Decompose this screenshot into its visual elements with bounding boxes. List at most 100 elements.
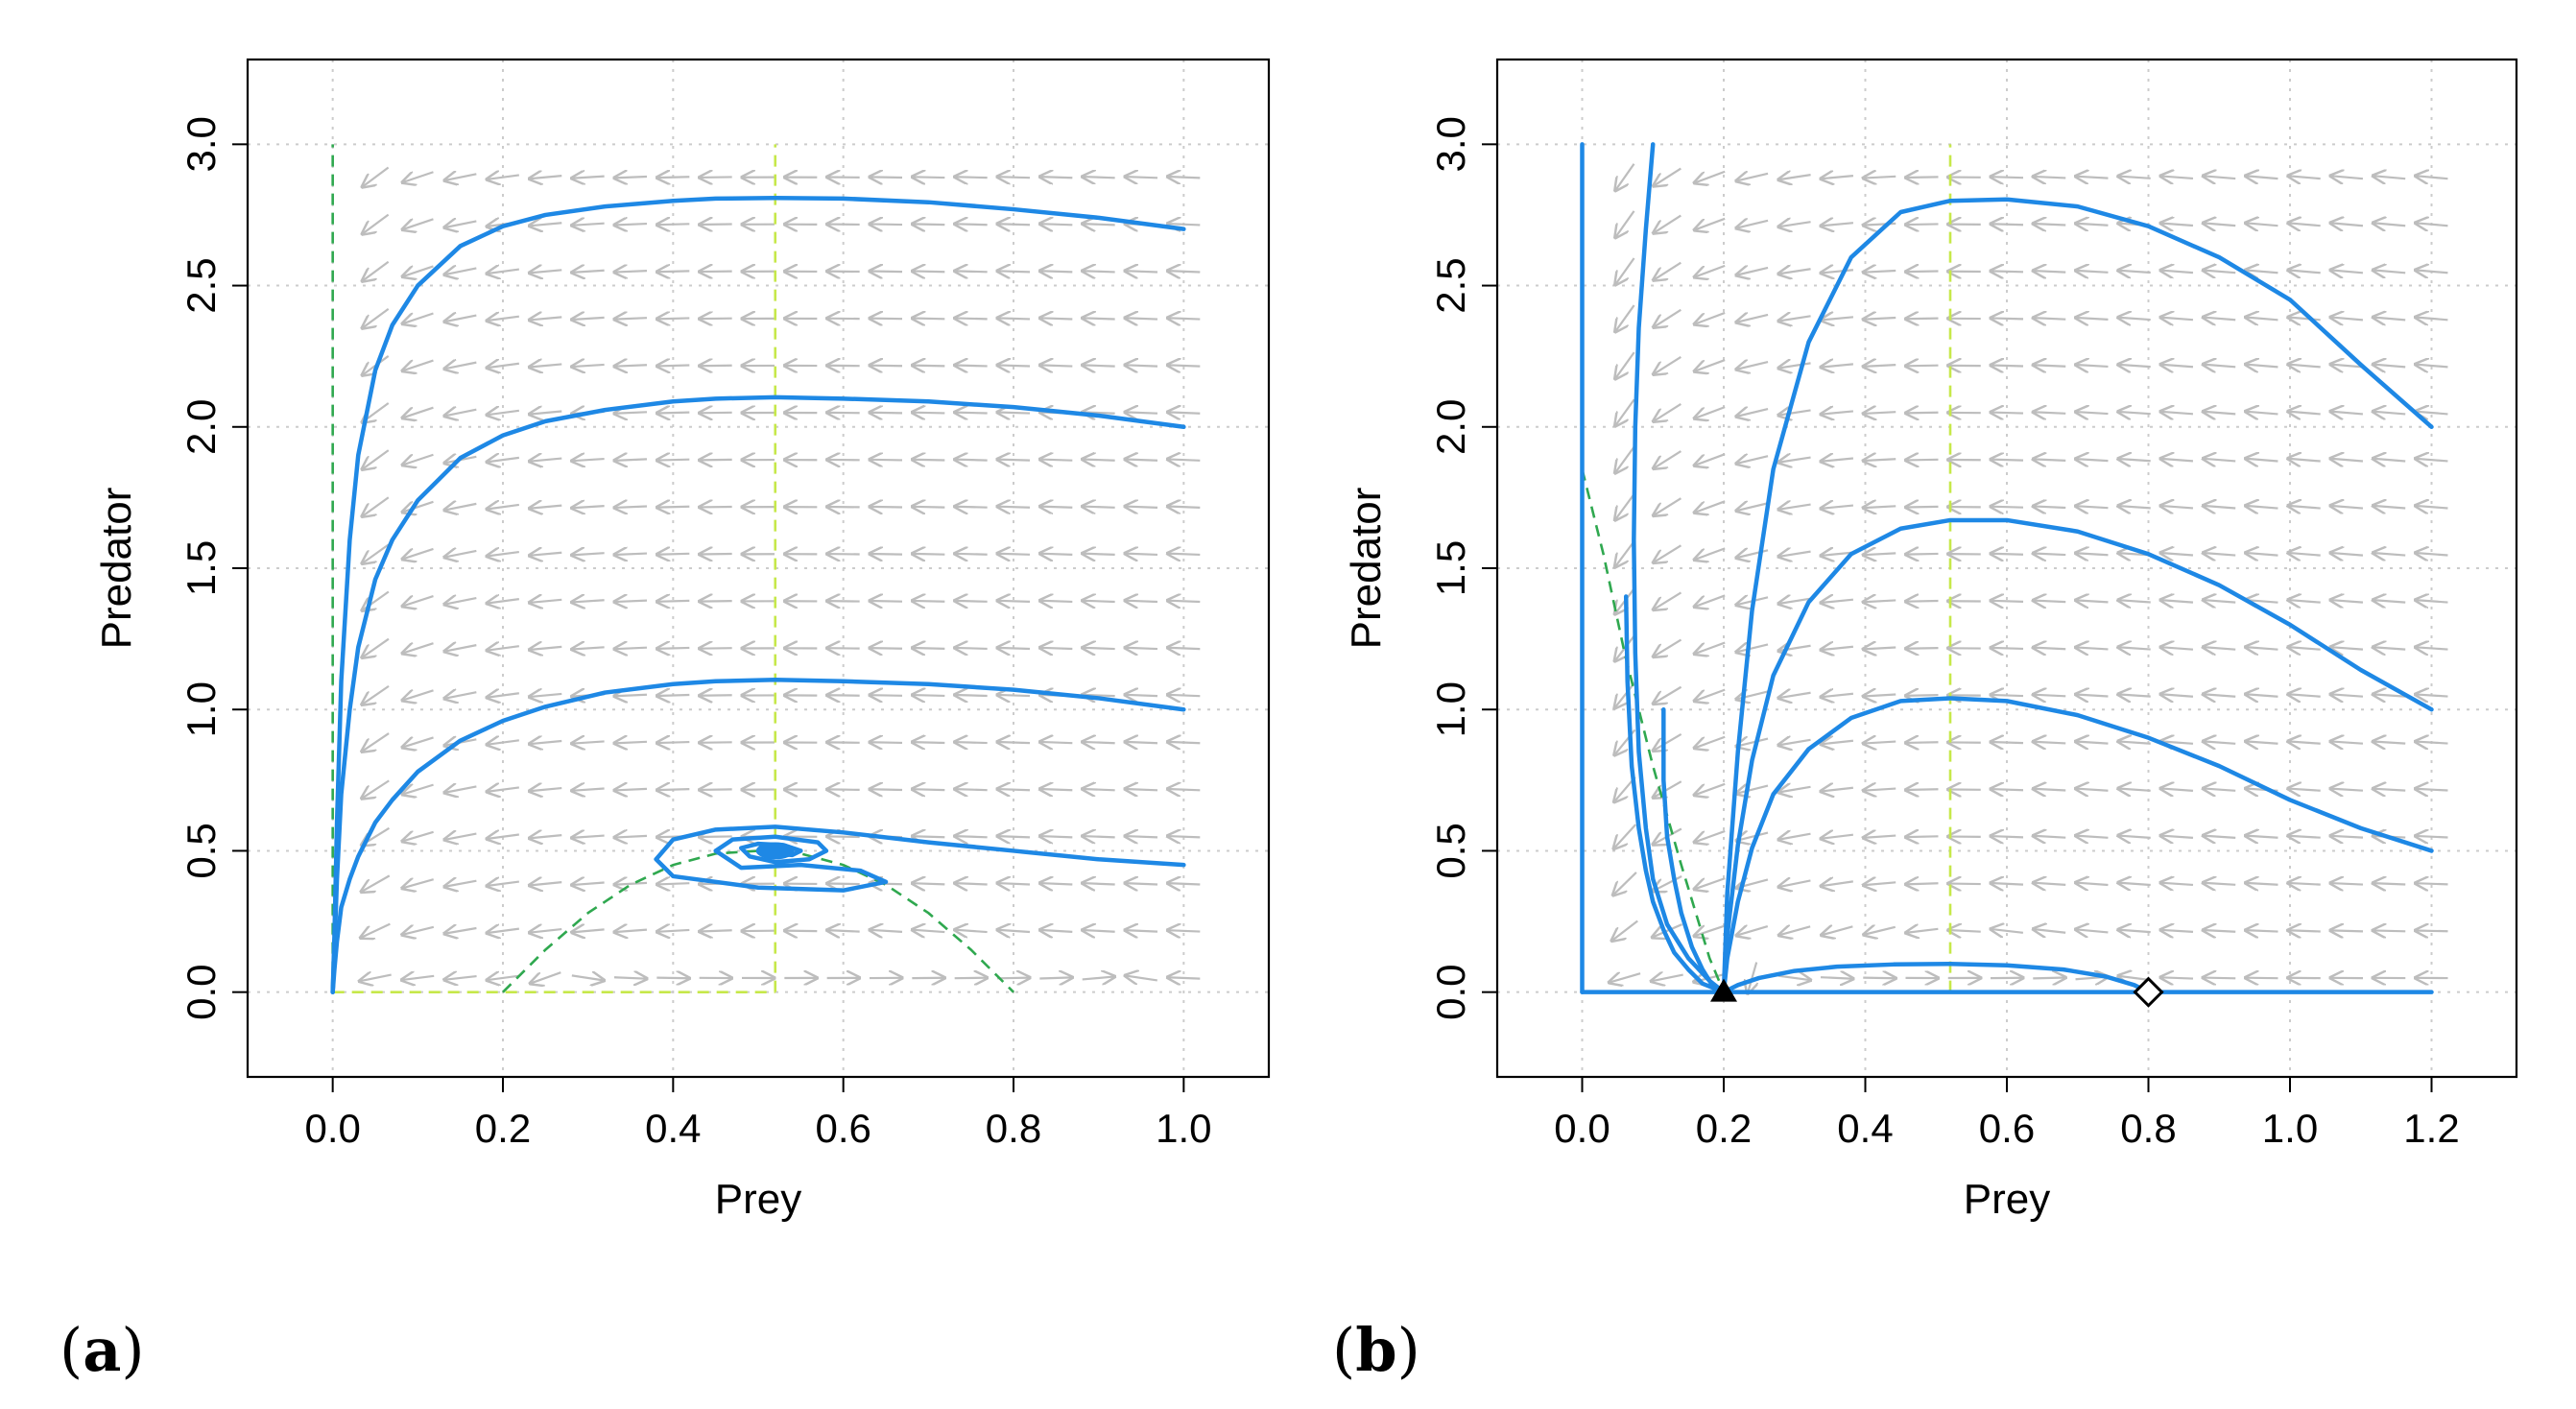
panel-b-vector-arrow-169 <box>1991 601 2024 602</box>
panel-a-vector-arrow-238 <box>1125 459 1158 460</box>
panel-a-vector-arrow-277 <box>1083 365 1115 366</box>
panel-a-vector-arrow-306 <box>614 271 648 272</box>
panel-b-vector-arrow-345 <box>1821 176 1854 179</box>
panel-b-vector-arrow-25 <box>1822 926 1853 935</box>
panel-a-vector-arrow-41 <box>402 879 434 888</box>
panel-b-x-tick-label-5: 1.0 <box>2262 1106 2318 1151</box>
panel-a-vector-arrow-254 <box>955 413 988 414</box>
panel-b-prey-nullcline-curve <box>1581 468 1726 993</box>
panel-a-vector-arrow-165 <box>572 600 605 602</box>
panel-b-vector-arrow-272 <box>2118 365 2151 367</box>
panel-b-vector-arrow-311 <box>2076 271 2109 273</box>
panel-b-vector-arrow-354 <box>2203 176 2236 179</box>
panel-a-vector-arrow-105 <box>572 741 605 743</box>
panel-a-vector-arrow-71 <box>827 836 860 837</box>
panel-b-vector-arrow-275 <box>2246 365 2278 368</box>
panel-b-vector-arrow-206 <box>1863 506 1896 508</box>
panel-a-vector-arrow-258 <box>1125 412 1158 413</box>
panel-a-vector-arrow-303 <box>487 270 519 274</box>
panel-a-vector-arrow-283 <box>487 317 519 321</box>
panel-b-vector-arrow-335 <box>2246 223 2278 226</box>
panel-a-vector-arrow-206 <box>614 506 648 507</box>
panel-a-vector-arrow-117 <box>1083 742 1115 743</box>
panel-b-vector-arrow-273 <box>2160 365 2194 368</box>
panel-b-vector-arrow-253 <box>2160 412 2194 415</box>
panel-a-vector-arrow-199 <box>1167 554 1201 555</box>
panel-a-vector-arrow-183 <box>487 552 519 556</box>
panel-a-vector-arrow-6 <box>613 977 647 978</box>
panel-b-vector-arrow-222 <box>1694 453 1726 466</box>
panel-b-vector-arrow-264 <box>1778 363 1811 368</box>
panel-a-vector-arrow-216 <box>1039 507 1073 508</box>
panel-b-vector-arrow-39 <box>2416 930 2448 931</box>
panel-a-vector-arrow-279 <box>1167 365 1201 366</box>
panel-a-vector-arrow-31 <box>827 930 860 931</box>
panel-a-vector-arrow-259 <box>1167 412 1201 413</box>
panel-a-x-axis-label: Prey <box>715 1176 801 1223</box>
panel-b-vector-arrow-127 <box>1906 695 1939 696</box>
panel-a-vector-arrow-22 <box>444 928 477 934</box>
panel-b-vector-arrow-297 <box>2330 317 2364 320</box>
panel-b-vector-arrow-357 <box>2330 176 2364 179</box>
panel-b-x-axis-label: Prey <box>1964 1176 2050 1223</box>
panel-a-vector-arrow-356 <box>1039 177 1073 178</box>
panel-b-vector-arrow-155 <box>2246 647 2278 650</box>
panel-a-vector-arrow-86 <box>614 789 648 791</box>
panel-b-vector-arrow-30 <box>2033 929 2066 933</box>
panel-a-vector-arrow-57 <box>1083 883 1115 884</box>
panel-b-vector-arrow-162 <box>1694 594 1726 607</box>
panel-a-vector-arrow-1 <box>401 976 435 980</box>
panel-a-x-tick-label-3: 0.6 <box>815 1106 871 1151</box>
panel-b-vector-arrow-132 <box>2118 694 2151 696</box>
panel-a-vector-arrow-332 <box>870 224 903 225</box>
panel-b-x-tick-label-4: 0.8 <box>2120 1106 2176 1151</box>
panel-b-vector-arrow-70 <box>2033 836 2066 838</box>
panel-b-vector-arrow-134 <box>2203 694 2236 697</box>
panel-b-vector-arrow-46 <box>1863 882 1896 885</box>
panel-a-vector-arrow-213 <box>912 507 945 508</box>
panel-b-vector-arrow-64 <box>1778 834 1811 840</box>
panel-a-vector-arrow-20 <box>361 922 391 938</box>
panel-a-vector-arrow-182 <box>444 551 477 558</box>
panel-a-vector-arrow-357 <box>1083 177 1115 178</box>
panel-a-vector-arrow-64 <box>529 835 562 838</box>
panel-b-vector-arrow-338 <box>2373 223 2406 226</box>
panel-b-vector-arrow-292 <box>2118 318 2151 320</box>
panel-b-vector-arrow-49 <box>1991 883 2024 885</box>
panel-a-vector-arrow-44 <box>529 882 562 885</box>
panel-a-vector-arrow-37 <box>1083 930 1115 932</box>
panel-a-vector-arrow-215 <box>997 507 1031 508</box>
panel-b-vector-arrow-321 <box>1654 214 1682 233</box>
panel-b-x-tick-label-3: 0.6 <box>1979 1106 2035 1151</box>
panel-a-x-tick-label-1: 0.2 <box>475 1106 531 1151</box>
panel-b-vector-arrow-161 <box>1654 591 1682 609</box>
panel-b-vector-arrow-343 <box>1736 174 1769 181</box>
panel-b-vector-arrow-143 <box>1736 644 1769 652</box>
panel-b-vector-arrow-334 <box>2203 223 2236 226</box>
panel-b-vector-arrow-236 <box>2288 459 2321 462</box>
panel-b-vector-arrow-340 <box>1615 163 1635 191</box>
panel-a-vector-arrow-221 <box>402 453 434 466</box>
panel-a-vector-arrow-237 <box>1083 460 1115 461</box>
panel-b-vector-arrow-138 <box>2373 694 2406 696</box>
panel-b-vector-arrow-314 <box>2203 270 2236 273</box>
panel-b-vector-arrow-247 <box>1906 413 1939 414</box>
panel-b-vector-arrow-28 <box>1948 930 1981 932</box>
panel-b-vector-arrow-101 <box>1653 732 1682 751</box>
panel-b-y-tick-label-0: 0.0 <box>1428 964 1473 1019</box>
panel-a-vector-arrow-314 <box>955 271 988 272</box>
panel-a-vector-arrow-307 <box>656 271 690 272</box>
panel-b-vector-arrow-135 <box>2246 694 2278 696</box>
panel-b-vector-arrow-174 <box>2203 600 2236 603</box>
panel-a-vector-arrow-16 <box>1039 977 1072 978</box>
panel-b-vector-arrow-22 <box>1694 924 1726 936</box>
panel-b-vector-arrow-276 <box>2288 365 2321 368</box>
panel-b-vector-arrow-320 <box>1615 210 1635 238</box>
panel-b-vector-arrow-256 <box>2288 412 2321 415</box>
panel-b-vector-arrow-269 <box>1991 365 2024 366</box>
panel-b-vector-arrow-166 <box>1863 600 1896 602</box>
panel-b-vector-arrow-56 <box>2288 883 2321 885</box>
panel-b-vector-arrow-106 <box>1863 742 1896 744</box>
panel-a-vector-arrow-192 <box>870 554 903 555</box>
panel-a-x-tick-label-2: 0.4 <box>645 1106 701 1151</box>
